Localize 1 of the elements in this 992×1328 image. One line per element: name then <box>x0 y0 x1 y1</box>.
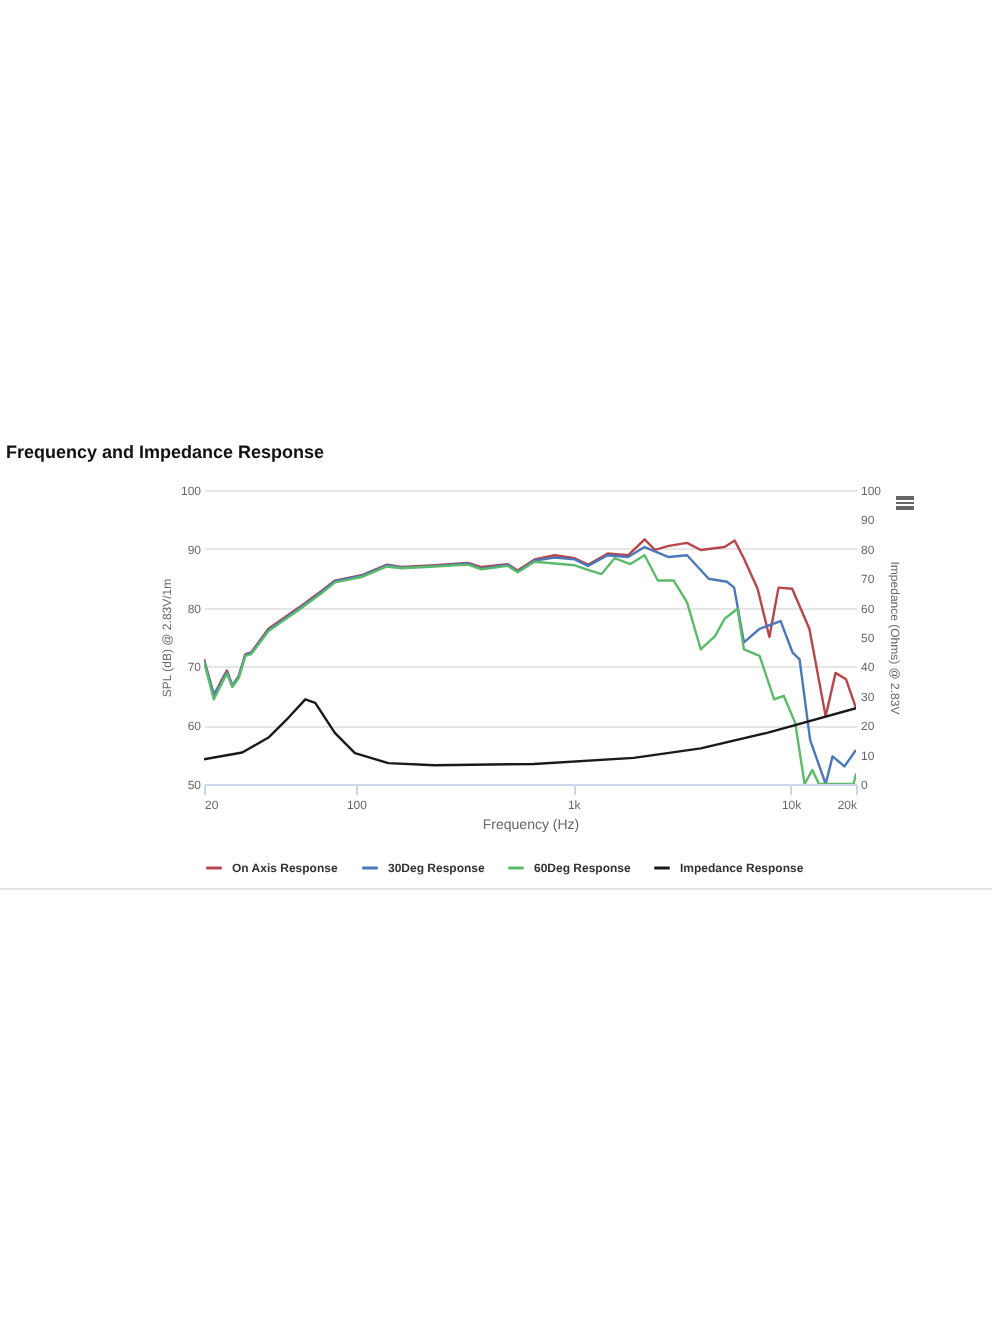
chart-title: Frequency and Impedance Response <box>6 442 325 462</box>
